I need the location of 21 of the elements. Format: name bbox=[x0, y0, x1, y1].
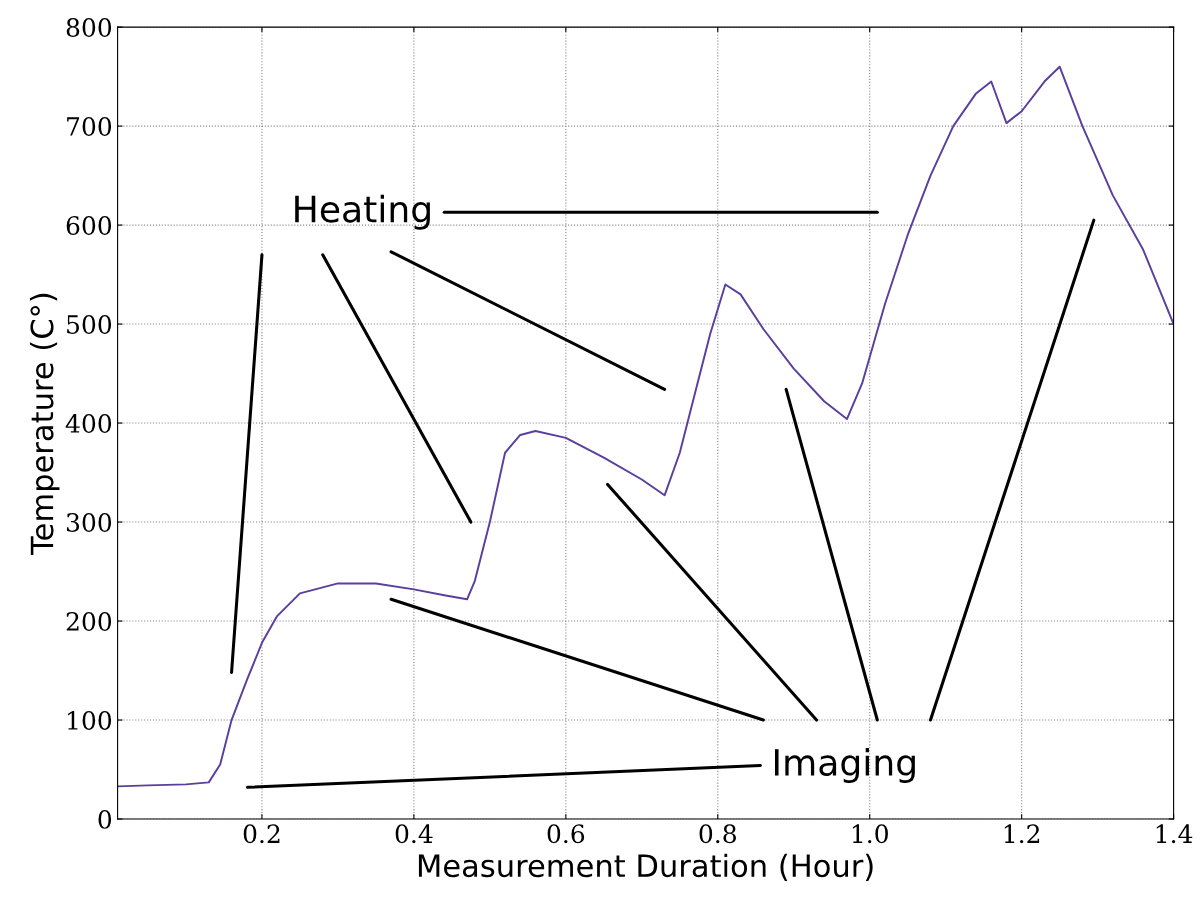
y-tick-label: 700 bbox=[67, 117, 112, 136]
x-tick-label: 0.6 bbox=[547, 824, 585, 844]
y-tick-label: 100 bbox=[68, 710, 112, 730]
annotation: Heating bbox=[295, 194, 430, 230]
y-tick-label: 200 bbox=[66, 611, 112, 631]
y-tick-label: 600 bbox=[66, 216, 112, 235]
x-tick-label: 0.2 bbox=[243, 824, 280, 844]
y-tick-label: 400 bbox=[65, 414, 112, 433]
y-tick-label: 0 bbox=[98, 809, 112, 829]
x-tick-label: 1.0 bbox=[852, 824, 888, 844]
y-tick-label: 500 bbox=[67, 315, 112, 334]
y-tick-label: 800 bbox=[66, 18, 112, 37]
x-tick-label: 0.4 bbox=[395, 824, 433, 844]
y-axis-title: Temperature (C°) bbox=[29, 293, 60, 555]
y-tick-label: 300 bbox=[66, 512, 112, 532]
x-tick-label: 1.4 bbox=[1156, 824, 1193, 844]
x-tick-label: 1.2 bbox=[1004, 824, 1040, 844]
annotation: Imaging bbox=[774, 748, 915, 784]
line-series bbox=[117, 65, 1174, 788]
x-tick-label: 0.8 bbox=[699, 824, 736, 844]
x-axis-title: Measurement Duration (Hour) bbox=[418, 853, 873, 881]
